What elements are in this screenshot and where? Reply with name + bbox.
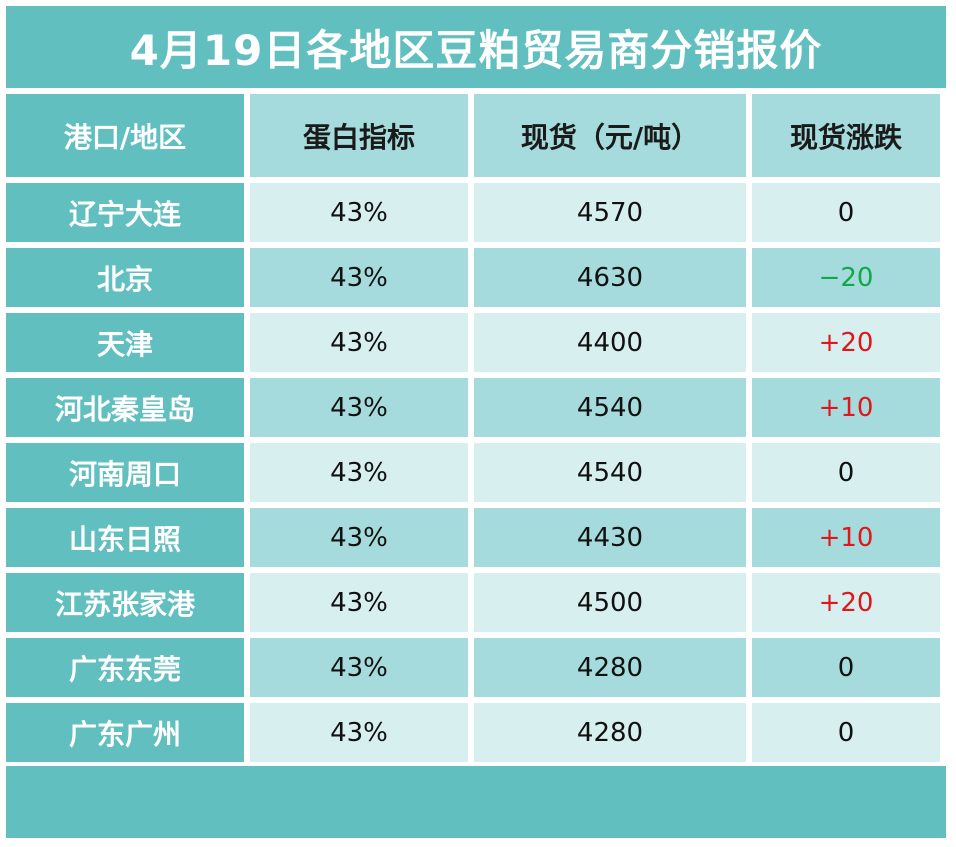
price-cell: 4280 — [474, 638, 746, 697]
table-row: 广东东莞 43% 4280 0 — [6, 638, 946, 697]
table-header-row: 港口/地区 蛋白指标 现货（元/吨） 现货涨跌 — [6, 94, 946, 177]
table-row: 山东日照 43% 4430 +10 — [6, 508, 946, 567]
protein-cell: 43% — [250, 443, 468, 502]
price-table-sheet: 4月19日各地区豆粕贸易商分销报价 港口/地区 蛋白指标 现货（元/吨） 现货涨… — [6, 6, 946, 838]
protein-cell: 43% — [250, 638, 468, 697]
price-cell: 4570 — [474, 183, 746, 242]
region-cell: 北京 — [6, 248, 244, 307]
protein-cell: 43% — [250, 183, 468, 242]
region-cell: 江苏张家港 — [6, 573, 244, 632]
region-cell: 山东日照 — [6, 508, 244, 567]
change-cell: 0 — [752, 638, 940, 697]
price-cell: 4540 — [474, 443, 746, 502]
change-cell: 0 — [752, 183, 940, 242]
price-cell: 4540 — [474, 378, 746, 437]
change-cell: +10 — [752, 378, 940, 437]
price-cell: 4430 — [474, 508, 746, 567]
header-protein: 蛋白指标 — [250, 94, 468, 177]
protein-cell: 43% — [250, 313, 468, 372]
table-row: 广东广州 43% 4280 0 — [6, 703, 946, 762]
protein-cell: 43% — [250, 703, 468, 762]
change-cell: +20 — [752, 573, 940, 632]
protein-cell: 43% — [250, 573, 468, 632]
region-cell: 辽宁大连 — [6, 183, 244, 242]
protein-cell: 43% — [250, 508, 468, 567]
region-cell: 广东广州 — [6, 703, 244, 762]
price-cell: 4630 — [474, 248, 746, 307]
table-row: 河北秦皇岛 43% 4540 +10 — [6, 378, 946, 437]
price-table: 港口/地区 蛋白指标 现货（元/吨） 现货涨跌 辽宁大连 43% 4570 0 … — [6, 94, 946, 768]
price-cell: 4500 — [474, 573, 746, 632]
price-cell: 4400 — [474, 313, 746, 372]
region-cell: 河北秦皇岛 — [6, 378, 244, 437]
table-title: 4月19日各地区豆粕贸易商分销报价 — [6, 6, 946, 88]
table-row: 江苏张家港 43% 4500 +20 — [6, 573, 946, 632]
header-change: 现货涨跌 — [752, 94, 940, 177]
change-cell: +20 — [752, 313, 940, 372]
price-cell: 4280 — [474, 703, 746, 762]
header-price: 现货（元/吨） — [474, 94, 746, 177]
change-cell: −20 — [752, 248, 940, 307]
table-row: 天津 43% 4400 +20 — [6, 313, 946, 372]
region-cell: 河南周口 — [6, 443, 244, 502]
header-region: 港口/地区 — [6, 94, 244, 177]
change-cell: 0 — [752, 703, 940, 762]
protein-cell: 43% — [250, 378, 468, 437]
region-cell: 广东东莞 — [6, 638, 244, 697]
table-row: 北京 43% 4630 −20 — [6, 248, 946, 307]
protein-cell: 43% — [250, 248, 468, 307]
table-row: 辽宁大连 43% 4570 0 — [6, 183, 946, 242]
table-footer-band — [6, 766, 946, 838]
change-cell: +10 — [752, 508, 940, 567]
region-cell: 天津 — [6, 313, 244, 372]
table-row: 河南周口 43% 4540 0 — [6, 443, 946, 502]
change-cell: 0 — [752, 443, 940, 502]
